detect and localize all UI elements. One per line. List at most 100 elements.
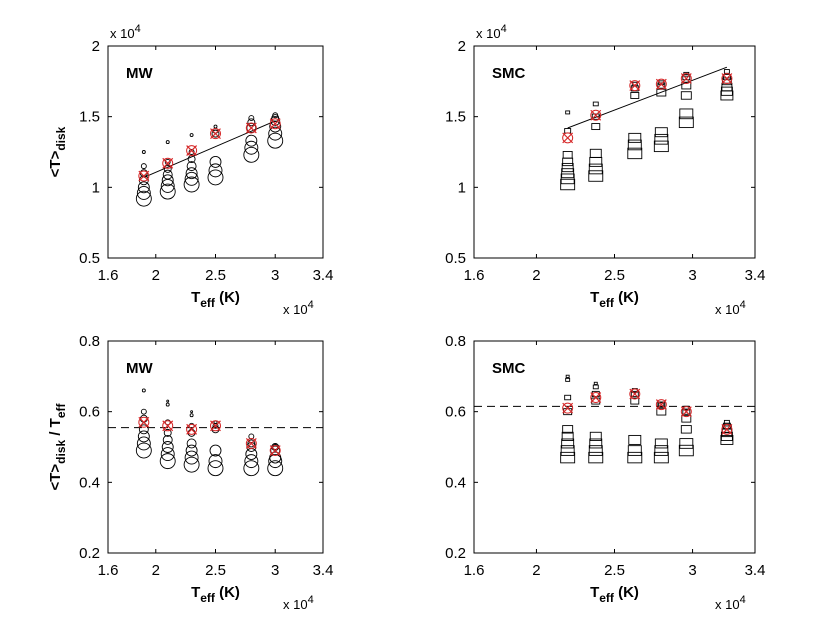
x-tick-label: 2.5 — [205, 562, 226, 579]
data-point — [589, 438, 603, 449]
data-point — [679, 108, 694, 120]
mean-marker-ring — [590, 109, 602, 121]
mean-marker-ring — [721, 423, 733, 435]
data-point — [565, 377, 571, 382]
data-point — [136, 186, 151, 200]
mean-marker-cross — [680, 406, 692, 418]
data-point — [588, 163, 603, 175]
y-tick-label: 0.2 — [445, 545, 466, 562]
data-point — [560, 178, 576, 191]
data-point — [165, 402, 170, 407]
data-point — [184, 171, 199, 186]
mean-marker — [590, 109, 602, 121]
mean-marker — [269, 445, 281, 457]
mean-marker-ring — [629, 388, 641, 400]
mean-marker — [562, 132, 574, 144]
data-point — [137, 430, 150, 443]
x-tick-label: 3 — [688, 562, 696, 579]
y-tick-label: 2 — [458, 38, 466, 55]
x-tick-label: 3.4 — [745, 562, 766, 579]
axes-frame — [473, 340, 756, 554]
data-point — [592, 101, 599, 107]
mean-marker-cross — [721, 73, 733, 84]
mean-marker-ring — [138, 170, 150, 182]
data-point — [681, 414, 692, 423]
data-point — [159, 183, 176, 200]
y-exponent-label: x 104 — [110, 23, 141, 41]
data-point — [183, 456, 200, 473]
mean-marker — [138, 170, 150, 182]
y-axis-label: <T>disk / Teff — [47, 402, 68, 490]
mean-marker-ring — [655, 78, 667, 90]
data-point — [682, 74, 691, 81]
mean-marker-ring — [629, 80, 641, 92]
x-tick-label: 2 — [532, 562, 540, 579]
data-point — [247, 118, 256, 127]
mean-marker-ring — [680, 406, 692, 418]
data-point — [591, 123, 601, 131]
mean-marker-ring — [655, 399, 667, 411]
panel-3-mw: 1.6 2 2.5 3 3.4 0.2 0.4 0.6 0.8 x 104 MW Teff (K) <T… — [47, 333, 333, 612]
x-tick-label: 3.4 — [313, 267, 334, 284]
y-tick-label: 0.4 — [445, 474, 466, 491]
mean-marker-cross — [186, 145, 198, 157]
fit-line — [567, 66, 728, 129]
mean-marker — [590, 392, 602, 404]
mean-marker — [721, 73, 733, 85]
data-point — [679, 438, 694, 449]
mean-marker — [245, 122, 257, 134]
data-point — [162, 169, 173, 180]
axes-frame — [107, 45, 324, 259]
data-point — [682, 408, 691, 415]
x-tick-label: 3.4 — [313, 562, 334, 579]
data-point — [247, 439, 256, 448]
y-tick-label: 0.2 — [79, 545, 100, 562]
data-point — [184, 450, 199, 465]
data-point — [627, 139, 642, 151]
data-point — [653, 140, 669, 153]
data-point — [654, 127, 668, 138]
data-point — [680, 425, 692, 434]
data-point — [658, 402, 665, 407]
mean-marker-cross — [721, 423, 733, 435]
data-point — [165, 140, 170, 145]
mean-marker — [655, 78, 667, 90]
data-point — [243, 146, 260, 163]
y-axis-label: <T>disk — [47, 126, 68, 177]
data-point — [209, 444, 222, 457]
data-point — [560, 451, 576, 464]
x-tick-label: 2.5 — [205, 267, 226, 284]
mean-marker — [245, 437, 257, 449]
y-tick-label: 2 — [92, 38, 100, 55]
mean-marker-cross — [655, 78, 667, 90]
data-point — [208, 163, 223, 178]
data-point — [137, 181, 150, 194]
x-tick-label: 2.5 — [604, 267, 625, 284]
data-point — [207, 169, 224, 186]
x-axis-label: Teff (K) — [590, 584, 639, 605]
mean-marker-ring — [562, 402, 574, 414]
y-tick-label: 1.5 — [445, 109, 466, 126]
mean-marker-ring — [138, 416, 150, 428]
data-point — [269, 120, 282, 133]
mean-marker — [680, 406, 692, 418]
mean-marker — [629, 388, 641, 400]
mean-marker-cross — [245, 438, 257, 449]
mean-marker — [186, 423, 198, 435]
data-point — [248, 115, 255, 122]
panel-label: MW — [126, 360, 153, 377]
mean-marker-cross — [186, 423, 198, 435]
data-point — [561, 431, 574, 441]
data-point — [135, 190, 152, 207]
data-point — [166, 399, 170, 403]
x-tick-label: 2.5 — [604, 562, 625, 579]
mean-marker-ring — [721, 73, 733, 85]
mean-marker — [210, 128, 221, 140]
axes-frame — [473, 45, 756, 259]
x-tick-label: 1.6 — [464, 562, 485, 579]
mean-marker-cross — [138, 416, 150, 428]
data-point — [678, 444, 694, 457]
panel-label: MW — [126, 65, 153, 82]
data-point — [244, 140, 259, 155]
mean-marker — [629, 80, 641, 92]
